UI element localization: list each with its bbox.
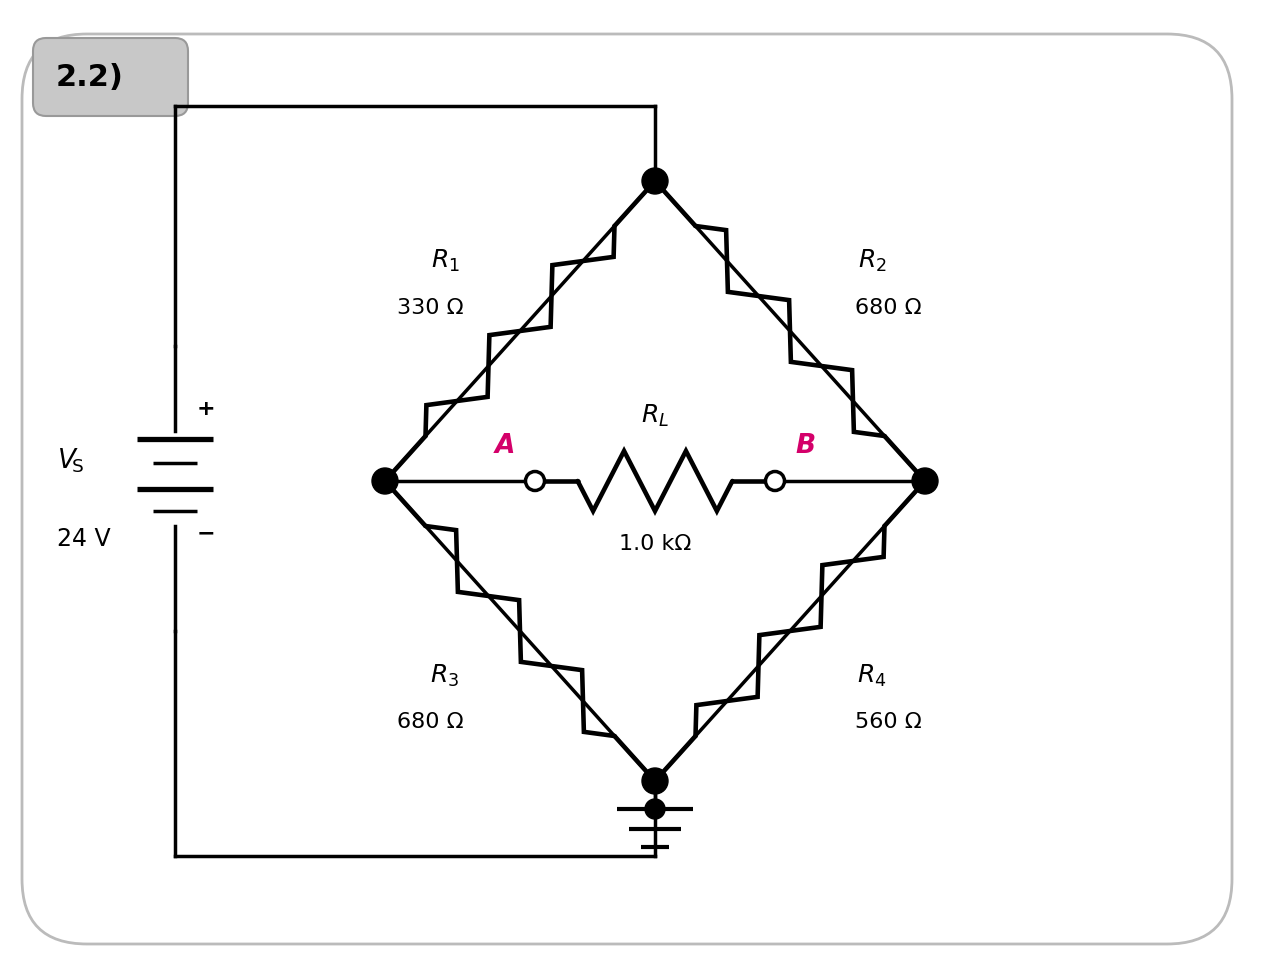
- Text: $R_1$: $R_1$: [430, 248, 460, 274]
- Text: 560 Ω: 560 Ω: [855, 712, 922, 732]
- Text: B: B: [795, 433, 815, 459]
- Circle shape: [642, 168, 668, 194]
- Text: 24 V: 24 V: [57, 527, 110, 551]
- Circle shape: [372, 468, 398, 494]
- Text: 2.2): 2.2): [56, 63, 124, 92]
- FancyBboxPatch shape: [33, 38, 187, 116]
- Text: +: +: [197, 399, 215, 419]
- Circle shape: [642, 768, 668, 794]
- Text: $R_2$: $R_2$: [857, 248, 886, 274]
- Text: $V\!_{\rm S}$: $V\!_{\rm S}$: [57, 446, 84, 475]
- FancyBboxPatch shape: [22, 34, 1232, 944]
- Text: $R_3$: $R_3$: [430, 663, 460, 689]
- Text: $R_4$: $R_4$: [857, 663, 886, 689]
- Text: $R_L$: $R_L$: [641, 403, 668, 429]
- Circle shape: [525, 471, 544, 491]
- Circle shape: [644, 799, 665, 819]
- Text: −: −: [197, 523, 215, 543]
- Text: 680 Ω: 680 Ω: [855, 298, 922, 318]
- Text: 680 Ω: 680 Ω: [396, 712, 463, 732]
- Text: A: A: [495, 433, 515, 459]
- Text: 330 Ω: 330 Ω: [396, 298, 463, 318]
- Circle shape: [766, 471, 785, 491]
- Text: 1.0 kΩ: 1.0 kΩ: [619, 534, 691, 554]
- Circle shape: [912, 468, 938, 494]
